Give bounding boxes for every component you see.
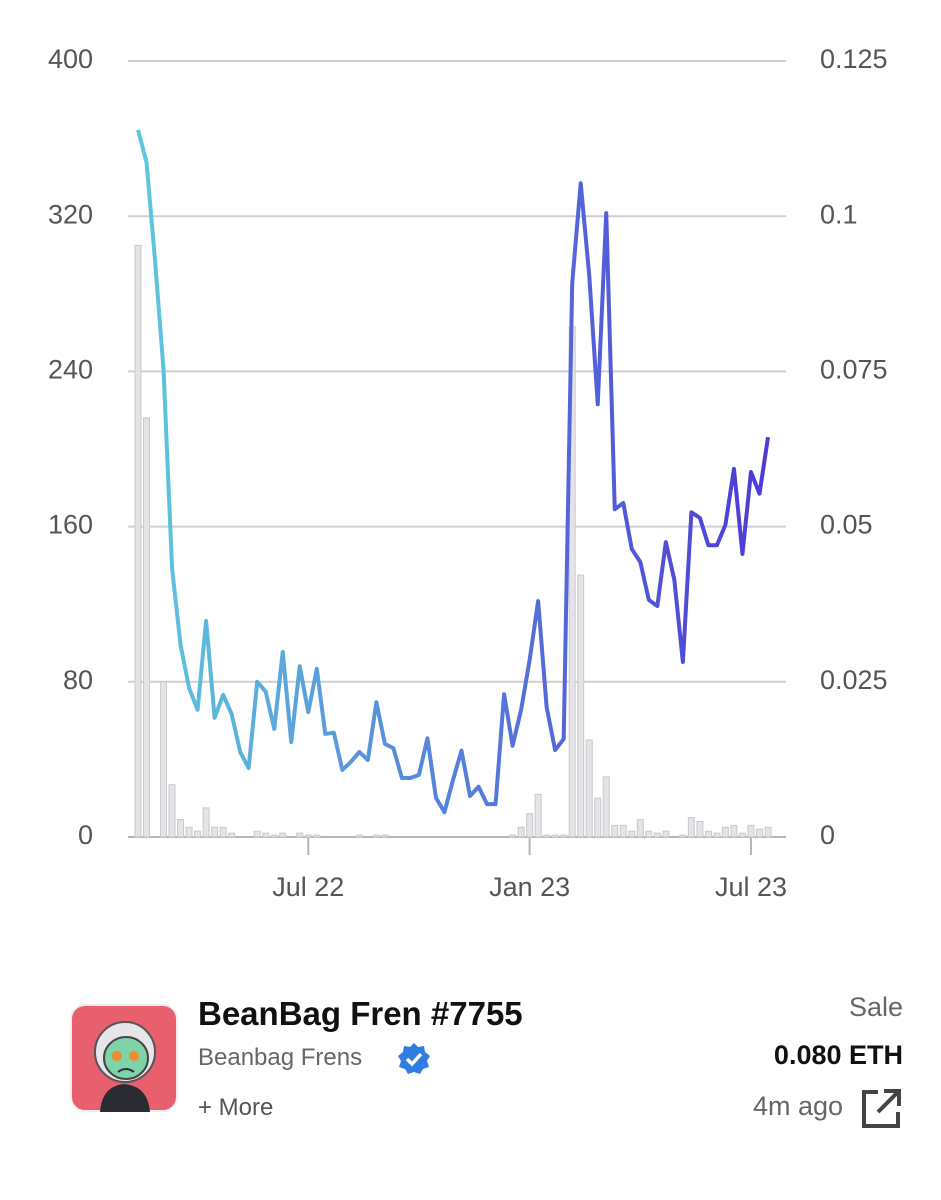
volume-bar: [270, 834, 278, 838]
volume-bar: [721, 826, 729, 838]
volume-bar: [372, 834, 380, 838]
volume-bar: [602, 776, 610, 838]
x-tick-label: Jan 23: [489, 872, 570, 902]
volume-bar: [526, 813, 534, 838]
volume-bar: [296, 832, 304, 838]
price-line: [136, 129, 770, 815]
nft-thumbnail[interactable]: [70, 1004, 180, 1114]
volume-bar: [551, 834, 559, 838]
volume-bar: [228, 832, 236, 838]
volume-bar: [636, 819, 644, 838]
volume-bar: [577, 574, 585, 838]
y2-tick-label: 0.025: [820, 665, 888, 695]
volume-bar: [747, 824, 755, 838]
volume-bar: [594, 797, 602, 838]
y-tick-label: 240: [48, 355, 93, 385]
volume-bar: [628, 830, 636, 838]
volume-bar: [653, 832, 661, 838]
y-tick-label: 0: [78, 820, 93, 850]
y-tick-label: 160: [48, 510, 93, 540]
volume-bar: [185, 826, 193, 838]
verified-badge: [398, 1043, 430, 1074]
volume-bar: [764, 826, 772, 838]
volume-bar: [696, 820, 704, 838]
volume-bar: [611, 824, 619, 838]
chart: 0 80 160 240 320 400 0 0.025 0.05 0.075 0.1 0.125 Ju…: [48, 44, 888, 902]
volume-bar: [262, 832, 270, 838]
volume-bar: [585, 739, 593, 838]
sale-price: 0.080 ETH: [773, 1040, 903, 1070]
volume-bar: [679, 834, 687, 838]
y2-tick-label: 0.125: [820, 44, 888, 74]
volume-bar: [687, 817, 695, 838]
volume-bar: [211, 826, 219, 838]
volume-bar: [534, 793, 542, 838]
volume-bar: [253, 830, 261, 838]
volume-bar: [738, 832, 746, 838]
x-tick-label: Jul 22: [272, 872, 344, 902]
volume-bar: [194, 830, 202, 838]
volume-bar: [755, 828, 763, 838]
y2-tick-label: 0.1: [820, 199, 858, 229]
item-title[interactable]: BeanBag Fren #7755: [198, 995, 523, 1032]
volume-bar: [160, 681, 168, 838]
y-tick-label: 320: [48, 199, 93, 229]
volume-bar: [704, 830, 712, 838]
y2-tick-label: 0.075: [820, 355, 888, 385]
volume-bar: [730, 824, 738, 838]
volume-bar: [381, 834, 389, 838]
external-link-icon[interactable]: [860, 1088, 902, 1130]
sale-label: Sale: [848, 992, 903, 1022]
volume-bar: [355, 834, 363, 838]
volume-bar: [168, 784, 176, 838]
more-link[interactable]: + More: [198, 1094, 274, 1121]
volume-bar: [177, 819, 185, 838]
x-tick-label: Jul 23: [715, 872, 787, 902]
volume-bar: [202, 807, 210, 838]
sale-time: 4m ago: [752, 1091, 843, 1121]
collection-name[interactable]: Beanbag Frens: [198, 1044, 363, 1071]
volume-bar: [509, 834, 517, 838]
volume-bar: [313, 834, 321, 838]
volume-bar: [543, 834, 551, 838]
volume-bar: [645, 830, 653, 838]
y2-tick-label: 0: [820, 820, 835, 850]
volume-bar: [662, 830, 670, 838]
y-tick-label: 400: [48, 44, 93, 74]
volume-bar: [517, 826, 525, 838]
y2-tick-label: 0.05: [820, 510, 873, 540]
volume-bar: [304, 834, 312, 838]
volume-bar: [134, 244, 142, 838]
volume-bar: [560, 834, 568, 838]
volume-bar: [713, 832, 721, 838]
y-tick-label: 80: [63, 665, 93, 695]
volume-bar: [143, 417, 151, 838]
volume-bar: [219, 826, 227, 838]
volume-bar: [619, 824, 627, 838]
volume-bar: [279, 832, 287, 838]
